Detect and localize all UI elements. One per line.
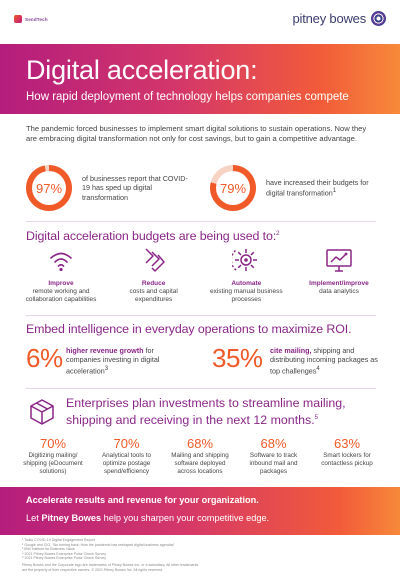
plans-heading-text: Enterprises plan investments to streamli… [66,396,346,428]
plans-heading: Enterprises plan investments to streamli… [66,396,376,428]
plan-item: 68% Mailing and shipping software deploy… [165,436,235,475]
budget-item-title: Reduce [141,280,166,287]
budget-item-description: data analytics [319,288,359,295]
footnote: ¹ Twilio COVID-19 Digital Engagement Rep… [22,538,95,542]
budget-item-improve: Improve remote working and collaboration… [18,244,104,304]
budgets-heading-text: Digital acceleration budgets are being u… [26,229,277,243]
stat-value: 79% [219,180,247,196]
budget-uses: Improve remote working and collaboration… [18,244,382,304]
section-divider [26,315,376,316]
footnote-marker: 3 [104,365,109,372]
plan-item: 68% Software to track inbound mail and p… [239,436,309,475]
plan-value: 63% [333,436,361,451]
plan-description: Digitizing mailing/ shipping (eDocument … [23,452,83,475]
footnote: ⁴ 2021 Pitney Bowes Enterprise Pulse Che… [22,551,107,556]
automation-gear-icon [203,244,289,274]
plan-description: Smart lockers for contactless pickup [321,452,373,467]
package-box-icon [28,398,56,431]
downward-arrows-icon [111,244,197,274]
plan-description: Analytical tools to optimize postage spe… [101,452,151,475]
plan-value: 70% [39,436,67,451]
budget-item-reduce: Reduce costs and capital expenditures [111,244,197,304]
stat-97: 97% of businesses report that COVID-19 h… [26,165,192,211]
plan-value: 68% [260,436,287,451]
page-title: Digital acceleration: [26,55,258,85]
plan-description: Mailing and shipping software deployed a… [171,452,229,475]
budget-item-description: costs and capital expenditures [129,288,178,303]
stat-6-description: higher revenue growth for companies inve… [66,346,186,376]
stat-79: 79% have increased their budgets for dig… [210,165,376,211]
budgets-heading: Digital acceleration budgets are being u… [26,229,280,243]
stat-6-value: 6% [26,343,63,373]
stat-35-value: 35% [212,343,263,373]
plan-value: 70% [113,436,140,451]
stat-6-bold: higher revenue growth [66,346,144,355]
stat-description: of businesses report that COVID-19 has s… [82,174,192,202]
sendtech-mark-icon [14,15,22,23]
legal-line: Pitney Bowes and the Corporate logo are … [22,562,199,567]
budget-item-automate: Automate existing manual business proces… [203,244,289,304]
sendtech-label: SendTech [25,16,48,22]
footnotes: ¹ Twilio COVID-19 Digital Engagement Rep… [22,538,382,572]
legal-notice: Pitney Bowes and the Corporate logo are … [22,563,382,572]
wifi-icon [18,244,104,274]
budget-item-implement: Implement/improve data analytics [296,244,382,304]
footnote: ³ IBM Institute for Business Value [22,547,75,552]
investment-plans: 70% Digitizing mailing/ shipping (eDocum… [18,436,382,475]
pitney-bowes-logo: pitney bowes [293,11,386,26]
stat-description-text: of businesses report that COVID-19 has s… [82,173,188,202]
intro-paragraph: The pandemic forced businesses to implem… [26,124,367,144]
cta-banner: Accelerate results and revenue for your … [0,487,400,535]
section-divider [26,221,376,222]
plan-item: 70% Digitizing mailing/ shipping (eDocum… [18,436,88,475]
progress-ring: 79% [210,165,256,211]
stat-35-bold: cite mailing, [270,346,312,355]
footnote: ⁵ 2021 Pitney Bowes Enterprise Pulse Che… [22,556,106,561]
budget-item-title: Automate [231,280,262,287]
brand-name: pitney bowes [292,11,367,26]
analytics-monitor-icon [296,244,382,274]
hero-banner: Digital acceleration: How rapid deployme… [0,44,400,114]
footnote-marker: 1 [332,188,337,195]
plan-item: 63% Smart lockers for contactless pickup [312,436,382,475]
stat-description: have increased their budgets for digital… [266,178,376,198]
cta-tagline-brand: Pitney Bowes [41,513,102,523]
plan-value: 68% [186,436,214,451]
plan-description: Software to track inbound mail and packa… [249,452,298,475]
budget-item-description: existing manual business processes [210,288,283,303]
cta-tagline-pre: Let [26,513,42,523]
stat-description-text: have increased their budgets for digital… [266,177,369,198]
section-divider [26,388,376,389]
stat-value: 97% [35,180,63,196]
cta-tagline: Let Pitney Bowes help you sharpen your c… [26,513,269,523]
footnote-marker: 5 [314,415,319,421]
cta-tagline-post: help you sharpen your competitive edge. [101,513,270,523]
budget-item-title: Implement/improve [309,280,369,287]
stat-35-description: cite mailing, shipping and distributing … [270,346,380,376]
pitney-bowes-mark-icon [371,11,386,26]
legal-line: are the property of their respective own… [22,567,164,572]
footnote-marker: 4 [316,365,320,372]
footnote-marker: 2 [276,230,280,237]
budget-item-description: remote working and collaboration capabil… [25,288,97,303]
stat-35-rest: shipping and distributing incoming packa… [270,346,378,376]
footnote: ² Google and CIO, "No turning back: How … [22,542,175,547]
page-subtitle: How rapid deployment of technology helps… [26,91,349,103]
intelligence-heading: Embed intelligence in everyday operation… [26,322,352,336]
top-bar: SendTech pitney bowes [0,0,400,38]
cta-headline: Accelerate results and revenue for your … [26,495,259,505]
sendtech-logo: SendTech [14,15,48,23]
plan-item: 70% Analytical tools to optimize postage… [92,436,162,475]
budget-item-title: Improve [48,280,74,287]
progress-ring: 97% [26,165,72,211]
stat-6-rest: for companies investing in digital accel… [66,346,160,376]
